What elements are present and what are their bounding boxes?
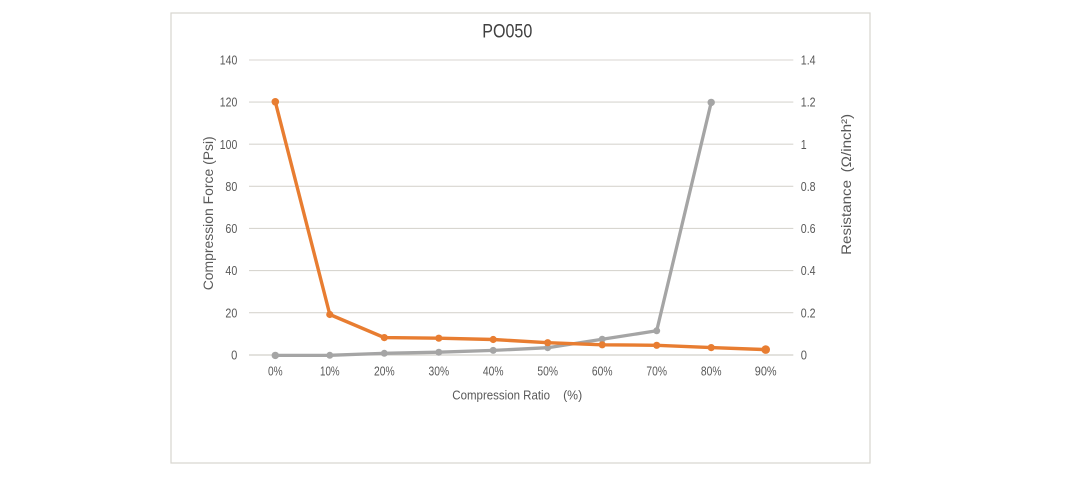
svg-text:60: 60 [225,222,237,236]
svg-text:0: 0 [801,349,807,363]
svg-text:1.2: 1.2 [801,96,816,110]
svg-text:80: 80 [225,180,237,194]
svg-text:0.8: 0.8 [801,180,816,194]
svg-text:0: 0 [231,349,237,363]
svg-text:20: 20 [225,306,237,320]
svg-text:40: 40 [225,264,237,278]
svg-text:90%: 90% [755,364,777,378]
svg-text:70%: 70% [646,364,667,378]
svg-text:PO050: PO050 [482,22,532,43]
svg-text:0.4: 0.4 [801,264,816,278]
svg-text:50%: 50% [537,364,558,378]
svg-text:20%: 20% [374,364,395,378]
svg-text:(%): (%) [563,388,582,402]
svg-text:Resistance (Ω/inch²): Resistance (Ω/inch²) [838,114,854,255]
svg-text:0%: 0% [268,364,283,378]
svg-text:60%: 60% [592,364,613,378]
svg-text:30%: 30% [429,364,450,378]
svg-text:10%: 10% [320,364,340,378]
svg-text:1.4: 1.4 [801,54,816,68]
svg-text:1: 1 [801,138,807,152]
svg-text:0.6: 0.6 [801,222,816,236]
svg-text:80%: 80% [701,364,722,378]
svg-text:0.2: 0.2 [801,306,816,320]
svg-text:120: 120 [220,96,238,110]
svg-text:140: 140 [220,54,238,68]
svg-text:Compression Force (Psi): Compression Force (Psi) [200,136,216,290]
svg-text:100: 100 [220,138,238,152]
svg-text:Compression Ratio: Compression Ratio [452,388,550,402]
svg-text:40%: 40% [483,364,504,378]
